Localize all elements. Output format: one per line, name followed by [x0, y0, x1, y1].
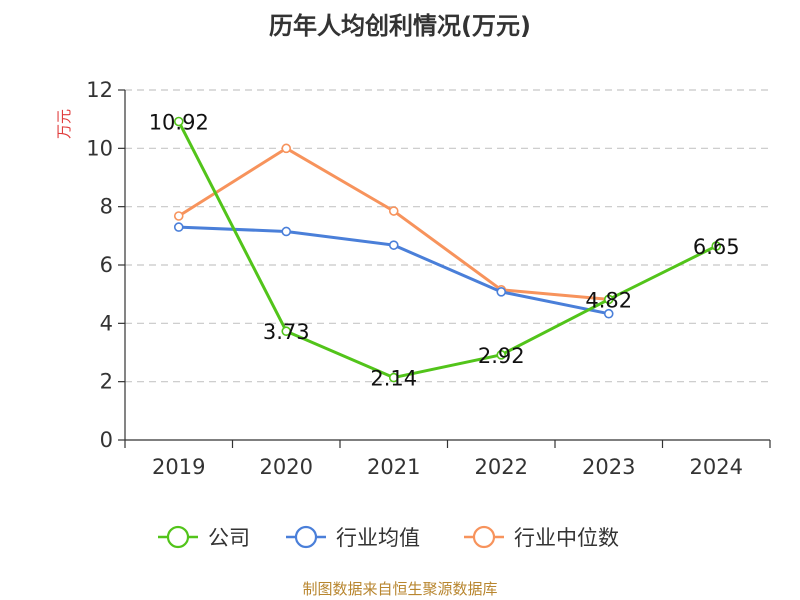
- x-tick-label: 2021: [367, 455, 420, 479]
- y-tick-label: 6: [100, 253, 113, 277]
- legend-item-1: 公司: [158, 525, 250, 550]
- axes: 0 2 4 6 8 10 12 2019 2020 2021 2022 2023 2024 万元: [55, 78, 771, 479]
- data-point: [281, 326, 292, 337]
- legend-label: 行业中位数: [514, 526, 619, 550]
- data-label: 6.65: [693, 235, 740, 259]
- data-point: [388, 206, 399, 216]
- legend-marker: [294, 525, 318, 549]
- data-point: [281, 226, 292, 237]
- data-point: [496, 287, 507, 297]
- data-label: 10.92: [149, 111, 209, 135]
- legend-marker: [472, 525, 496, 549]
- grid-lines: [125, 89, 770, 383]
- y-axis-label: 万元: [55, 109, 73, 139]
- legend: 公司 行业均值 行业中位数: [158, 525, 619, 550]
- data-point: [281, 143, 292, 154]
- series-line-1: [177, 120, 717, 380]
- series-lines: [173, 116, 722, 383]
- data-label: 2.14: [370, 367, 417, 391]
- legend-item-3: 行业中位数: [464, 525, 619, 550]
- data-label: 2.92: [478, 344, 525, 368]
- series-line-3: [177, 146, 609, 301]
- data-point: [173, 211, 184, 221]
- data-point: [173, 116, 184, 127]
- legend-item-2: 行业均值: [286, 525, 420, 550]
- data-labels: 10.92 3.73 2.14 2.92 4.82 6.65: [149, 111, 740, 391]
- legend-label: 行业均值: [336, 526, 420, 550]
- data-label: 4.82: [585, 288, 632, 312]
- legend-marker: [166, 525, 190, 549]
- data-point: [603, 308, 614, 319]
- y-tick-label: 4: [100, 311, 113, 335]
- source-note: 制图数据来自恒生聚源数据库: [302, 580, 498, 598]
- y-tick-label: 10: [86, 136, 113, 160]
- x-tick-label: 2019: [152, 455, 205, 479]
- y-tick-label: 8: [100, 195, 113, 219]
- data-point: [603, 294, 614, 305]
- y-tick-label: 2: [100, 370, 113, 394]
- y-tick-label: 0: [100, 428, 113, 452]
- x-tick-label: 2020: [260, 455, 313, 479]
- data-label: 3.73: [263, 320, 310, 344]
- x-tick-label: 2022: [475, 455, 528, 479]
- chart-title: 历年人均创利情况(万元): [269, 12, 531, 40]
- data-point: [388, 372, 399, 383]
- data-point: [496, 350, 507, 360]
- y-tick-label: 12: [86, 78, 113, 102]
- legend-label: 公司: [208, 526, 250, 550]
- data-point: [388, 240, 399, 250]
- data-point: [173, 222, 184, 232]
- x-tick-label: 2024: [690, 455, 743, 479]
- x-tick-label: 2023: [582, 455, 635, 479]
- data-point: [711, 241, 722, 251]
- series-line-2: [178, 225, 610, 316]
